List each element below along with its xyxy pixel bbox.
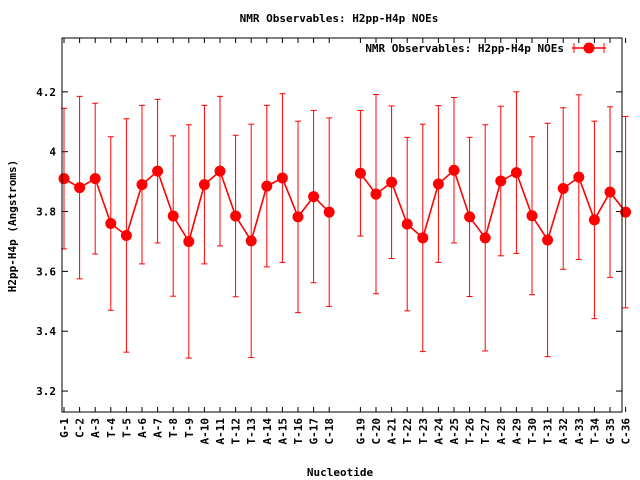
data-point [620,206,632,218]
x-tick-label: A-3 [89,418,102,438]
x-tick-label: G-19 [354,418,367,445]
x-tick-labels: G-1 C-2 A-3 T-4 T-5 A-6 A-7 T-8 T-9 A-10 A-11 T-12 T… [58,418,633,445]
legend-marker [583,42,595,54]
data-point [370,188,382,200]
x-tick-label: A-29 [510,418,523,445]
data-point [386,176,398,188]
x-tick-label: A-25 [448,418,461,445]
x-tick-label: A-14 [261,418,274,445]
data-point [557,182,569,194]
x-tick-label: C-36 [620,418,633,445]
data-point [152,165,164,177]
data-point [542,234,554,246]
x-tick-label: A-6 [136,418,149,438]
x-tick-label: T-9 [183,418,196,438]
data-point [214,165,226,177]
plot-frame [61,37,623,413]
x-tick-label: T-8 [167,418,180,438]
data-point [167,210,179,222]
x-tick-label: G-1 [58,418,71,438]
data-point [136,179,148,191]
x-tick-label: A-33 [573,418,586,445]
data-point [448,164,460,176]
x-tick-label: T-16 [292,418,305,445]
x-tick-label: A-15 [276,418,289,445]
data-point [323,206,335,218]
x-tick-label: T-5 [120,418,133,438]
data-point [276,172,288,184]
x-tick-label: A-24 [432,418,445,445]
data-point [183,235,195,247]
x-axis-label: Nucleotide [307,466,374,479]
y-axis-label: H2pp-H4p (Angstroms) [6,160,19,292]
y-tick-label: 3.4 [36,325,56,338]
y-tick-label: 4.2 [36,86,56,99]
x-tick-label: T-23 [417,418,430,445]
data-point [526,210,538,222]
x-tick-label: A-32 [557,418,570,445]
data-point [245,235,257,247]
data-point [604,186,616,198]
data-point [308,191,320,203]
data-point [105,218,117,230]
data-point [354,167,366,179]
y-tick-label: 3.6 [36,265,56,278]
legend: NMR Observables: H2pp-H4p NOEs [365,42,606,55]
x-tick-label: G-17 [308,418,321,445]
data-point [495,175,507,187]
data-point [588,214,600,226]
x-tick-label: A-10 [198,418,211,445]
data-point [198,179,210,191]
data-point [120,229,132,241]
data-points [58,164,632,247]
x-tick-label: T-22 [401,418,414,445]
x-tick-label: C-2 [74,418,87,438]
x-tick-label: T-30 [526,418,539,445]
y-tick-label: 3.2 [36,385,56,398]
x-tick-label: T-13 [245,418,258,445]
data-point [74,182,86,194]
x-tick-label: T-27 [479,418,492,445]
legend-label: NMR Observables: H2pp-H4p NOEs [365,42,564,55]
data-point [261,180,273,192]
data-point [573,171,585,183]
x-tick-label: A-7 [152,418,165,438]
data-point [292,211,304,223]
x-tick-label: T-31 [542,418,555,445]
data-point [58,173,70,185]
series-line [63,169,330,244]
series-lines [63,168,627,244]
x-tick-label: T-26 [464,418,477,445]
x-tick-label: C-18 [323,418,336,445]
chart-title: NMR Observables: H2pp-H4p NOEs [240,12,439,25]
data-point [230,210,242,222]
data-point [89,173,101,185]
x-tick-label: T-34 [588,418,601,445]
x-tick-label: C-20 [370,418,383,445]
x-tick-label: T-12 [230,418,243,445]
y-tick-labels: 3.2 3.4 3.6 3.8 4 4.2 [36,86,56,398]
data-point [401,218,413,230]
data-point [510,167,522,179]
data-point [432,178,444,190]
data-point [464,211,476,223]
data-point [479,232,491,244]
axis-ticks [62,38,627,412]
y-tick-label: 4 [49,146,56,159]
y-tick-label: 3.8 [36,206,56,219]
series-line [359,168,627,242]
x-tick-label: G-35 [604,418,617,445]
x-tick-label: T-4 [105,418,118,438]
x-tick-label: A-21 [386,418,399,445]
x-tick-label: A-11 [214,418,227,445]
data-point [417,232,429,244]
x-tick-label: A-28 [495,418,508,445]
